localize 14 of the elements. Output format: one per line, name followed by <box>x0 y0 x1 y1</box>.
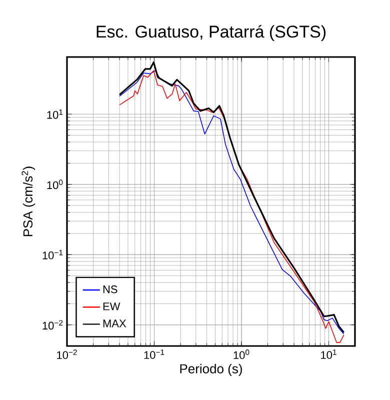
y-tick-label: 10$^{−2}$ <box>42 320 63 330</box>
x-tick-label: 10$^{−1}$ <box>144 350 164 359</box>
legend-label: NS <box>103 285 118 294</box>
y-axis-title: PSA (cm/s$^{2}$) <box>22 166 36 236</box>
x-tick-label: 10$^{−2}$ <box>57 350 77 359</box>
legend-label: EW <box>103 302 120 310</box>
x-tick-label: 10$^{1}$ <box>321 350 336 359</box>
legend-label: MAX <box>103 320 126 328</box>
chart-title: Esc. Guatuso, Patarrá (SGTS) <box>96 24 326 42</box>
x-axis-title: Periodo (s) <box>180 364 242 376</box>
y-tick-label: 10$^{1}$ <box>47 109 63 119</box>
y-tick-label: 10$^{−1}$ <box>42 250 63 260</box>
x-tick-label: 10$^{0}$ <box>234 350 250 359</box>
y-tick-label: 10$^{0}$ <box>47 180 63 190</box>
